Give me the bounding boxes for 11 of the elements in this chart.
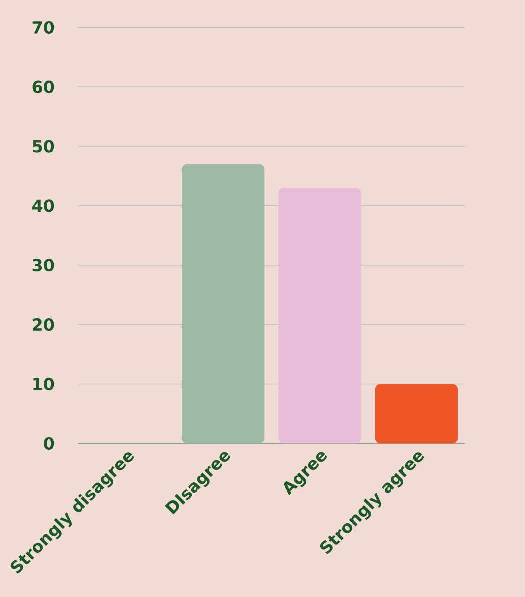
y-tick-label: 50 <box>33 140 54 153</box>
y-tick-label: 40 <box>32 200 54 212</box>
y-tick-label: 10 <box>34 378 54 391</box>
bar <box>375 384 458 444</box>
y-tick-label: 0 <box>44 437 54 450</box>
y-tick-label: 60 <box>32 80 54 94</box>
y-tick-label: 70 <box>32 21 54 34</box>
bar <box>278 188 362 444</box>
bar <box>182 164 265 444</box>
y-tick-label: 30 <box>32 259 54 272</box>
y-tick-label: 20 <box>33 318 54 332</box>
